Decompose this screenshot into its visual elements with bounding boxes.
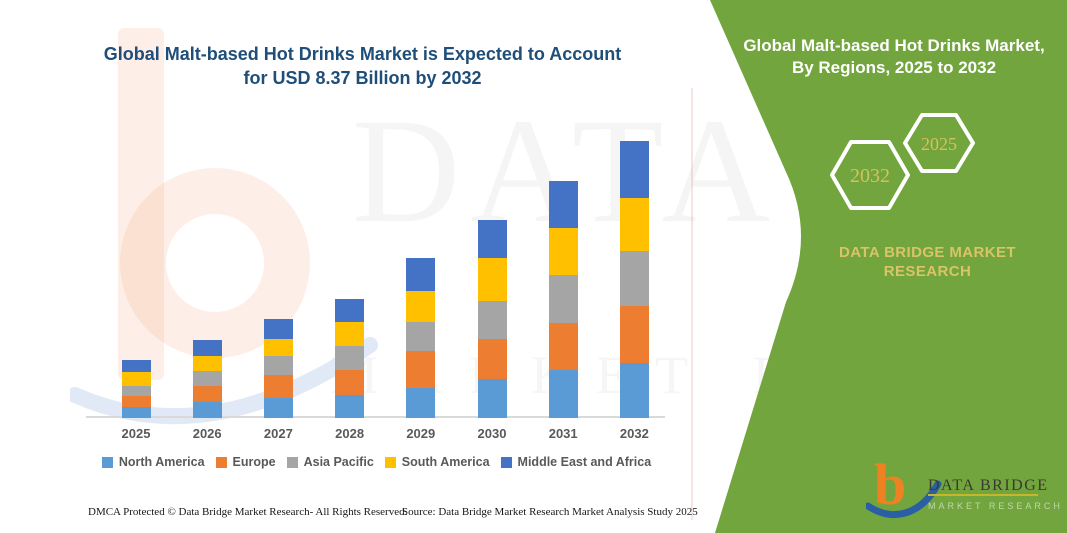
bar-segment-south-america-2030 <box>477 257 507 301</box>
legend-label: North America <box>118 455 205 469</box>
footer-dmca-text: DMCA Protected © Data Bridge Market Rese… <box>88 506 408 518</box>
legend-swatch-icon <box>384 456 396 468</box>
x-tick-2027: 2027 <box>263 426 293 441</box>
side-panel-title-line1: Global Malt-based Hot Drinks Market, <box>743 36 1045 55</box>
legend-item-north-america: North America <box>101 455 205 469</box>
chart-title: Global Malt-based Hot Drinks Market is E… <box>40 42 685 90</box>
bar-segment-middle-east-and-africa-2026 <box>192 339 222 356</box>
logo-swoosh-icon <box>866 480 942 518</box>
hexagon-2032-label: 2032 <box>850 165 890 187</box>
x-tick-2031: 2031 <box>548 426 578 441</box>
side-panel-title: Global Malt-based Hot Drinks Market, By … <box>733 35 1055 79</box>
hexagon-2025-label: 2025 <box>921 134 957 154</box>
bar-segment-middle-east-and-africa-2030 <box>477 220 507 258</box>
legend-label: Asia Pacific <box>303 455 374 469</box>
bar-segment-middle-east-and-africa-2029 <box>406 258 436 292</box>
logo-b-mark: b <box>874 452 906 517</box>
x-tick-2032: 2032 <box>619 426 649 441</box>
chart-plot <box>86 130 665 418</box>
legend-label: Europe <box>232 455 276 469</box>
bar-segment-north-america-2028 <box>335 394 365 418</box>
bar-segment-europe-2031 <box>548 323 578 370</box>
legend-item-middle-east-and-africa: Middle East and Africa <box>500 455 652 469</box>
bar-segment-asia-pacific-2031 <box>548 275 578 324</box>
bar-segment-south-america-2031 <box>548 228 578 276</box>
bar-segment-north-america-2032 <box>619 362 649 418</box>
legend-swatch-icon <box>215 456 227 468</box>
bar-segment-south-america-2029 <box>406 291 436 323</box>
x-axis-labels: 2025 2026 2027 2028 2029 2030 2031 2032 <box>88 426 663 444</box>
bar-segment-asia-pacific-2032 <box>619 250 649 306</box>
chart-title-line1: Global Malt-based Hot Drinks Market is E… <box>103 44 622 64</box>
bar-segment-middle-east-and-africa-2027 <box>263 319 293 339</box>
bar-segment-north-america-2026 <box>192 402 222 418</box>
hexagon-2032-icon <box>830 140 910 210</box>
company-logo: b DATA BRIDGE MARKET RESEARCH <box>866 452 1063 518</box>
bar-segment-europe-2029 <box>406 350 436 388</box>
bar-segment-asia-pacific-2029 <box>406 322 436 351</box>
bar-segment-south-america-2028 <box>335 322 365 346</box>
bar-segment-north-america-2025 <box>121 407 151 418</box>
bar-segment-asia-pacific-2025 <box>121 385 151 396</box>
legend-label: Middle East and Africa <box>517 455 652 469</box>
bar-segment-north-america-2027 <box>263 397 293 418</box>
legend-item-south-america: South America <box>384 455 490 469</box>
bar-segment-north-america-2030 <box>477 378 507 418</box>
bar-segment-middle-east-and-africa-2031 <box>548 181 578 228</box>
bar-segment-asia-pacific-2027 <box>263 355 293 375</box>
bar-segment-europe-2032 <box>619 305 649 363</box>
chart-title-line2: for USD 8.37 Billion by 2032 <box>243 68 482 88</box>
bar-segment-middle-east-and-africa-2032 <box>619 140 649 199</box>
bar-segment-north-america-2031 <box>548 370 578 418</box>
legend-swatch-icon <box>500 456 512 468</box>
x-tick-2028: 2028 <box>335 426 365 441</box>
bar-segment-asia-pacific-2030 <box>477 300 507 339</box>
legend-label: South America <box>401 455 490 469</box>
x-axis-line <box>86 416 665 418</box>
legend-swatch-icon <box>286 456 298 468</box>
bar-segment-europe-2027 <box>263 375 293 398</box>
side-panel-title-line2: By Regions, 2025 to 2032 <box>791 58 997 77</box>
bar-segment-europe-2030 <box>477 338 507 379</box>
bar-segment-south-america-2027 <box>263 338 293 356</box>
footer-source-text: Source: Data Bridge Market Research Mark… <box>402 506 698 518</box>
x-tick-2029: 2029 <box>406 426 436 441</box>
legend-swatch-icon <box>101 456 113 468</box>
x-tick-2025: 2025 <box>121 426 151 441</box>
bar-segment-europe-2028 <box>335 370 365 395</box>
side-panel-brand-text: DATA BRIDGE MARKET RESEARCH <box>839 244 1016 280</box>
bar-segment-middle-east-and-africa-2028 <box>335 298 365 322</box>
legend-item-asia-pacific: Asia Pacific <box>286 455 374 469</box>
x-tick-2030: 2030 <box>477 426 507 441</box>
logo-subname-text: MARKET RESEARCH <box>928 501 1063 511</box>
year-hexagons: 2032 2025 <box>830 113 975 210</box>
bar-segment-south-america-2025 <box>121 371 151 386</box>
bar-segment-europe-2026 <box>192 385 222 403</box>
bar-segment-europe-2025 <box>121 395 151 408</box>
chart-legend: North America Europe Asia Pacific South Ame… <box>84 455 669 469</box>
bar-segment-asia-pacific-2028 <box>335 345 365 370</box>
bar-segment-south-america-2032 <box>619 198 649 251</box>
hexagon-2025-icon <box>903 113 975 173</box>
bar-segment-asia-pacific-2026 <box>192 370 222 386</box>
bar-segment-north-america-2029 <box>406 387 436 418</box>
legend-item-europe: Europe <box>215 455 276 469</box>
logo-name-text: DATA BRIDGE <box>928 477 1049 494</box>
x-tick-2026: 2026 <box>192 426 222 441</box>
bar-segment-south-america-2026 <box>192 355 222 371</box>
bar-segment-middle-east-and-africa-2025 <box>121 359 151 372</box>
